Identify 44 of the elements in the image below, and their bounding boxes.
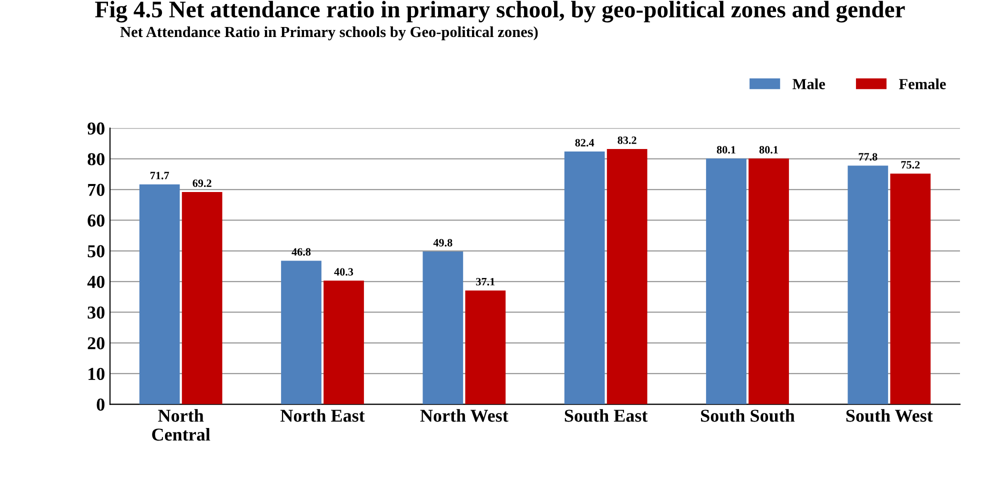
x-tick-label: South West xyxy=(846,409,933,422)
y-tick-label: 70 xyxy=(88,184,104,196)
bar xyxy=(848,166,888,404)
data-label: 80.1 xyxy=(759,146,778,154)
bar xyxy=(182,192,222,404)
data-label: 37.1 xyxy=(476,278,495,286)
bar xyxy=(281,260,322,404)
bar xyxy=(564,151,605,404)
data-label: 69.2 xyxy=(192,179,212,187)
x-tick-label: South East xyxy=(564,409,648,422)
x-tick-label: North Central xyxy=(152,409,210,441)
bar xyxy=(606,149,648,404)
data-label: 49.8 xyxy=(433,238,452,247)
x-tick-label: North West xyxy=(420,409,508,422)
data-label: 82.4 xyxy=(575,138,594,147)
x-tick-label: North East xyxy=(280,409,365,422)
data-label: 77.8 xyxy=(858,153,878,161)
y-tick-label: 90 xyxy=(88,122,104,135)
chart-title: Fig 4.5 Net attendance ratio in primary school, by geo-political zones and gender xyxy=(95,0,905,22)
y-tick-label: 60 xyxy=(88,214,104,227)
bar xyxy=(890,174,931,404)
data-label: 71.7 xyxy=(150,172,170,180)
data-label: 83.2 xyxy=(618,136,636,144)
y-tick-label: 30 xyxy=(88,306,104,319)
chart-subtitle: Net Attendance Ratio in Primary schools by Geo-political zones) xyxy=(120,26,538,40)
bar xyxy=(465,290,506,404)
y-tick-label: 80 xyxy=(88,153,104,166)
bar xyxy=(324,280,364,404)
legend-label: Female xyxy=(899,78,946,90)
y-tick-label: 0 xyxy=(96,398,104,411)
data-label: 46.8 xyxy=(292,248,311,256)
y-tick-label: 50 xyxy=(88,245,104,258)
data-label: 40.3 xyxy=(334,268,354,276)
bar xyxy=(422,251,464,404)
bar xyxy=(139,184,180,404)
data-label: 80.1 xyxy=(716,146,736,154)
bar xyxy=(706,158,746,404)
data-label: 75.2 xyxy=(901,161,920,169)
y-tick-label: 40 xyxy=(87,276,104,288)
y-tick-label: 10 xyxy=(88,368,104,380)
y-tick-label: 20 xyxy=(88,337,104,350)
bar xyxy=(748,158,789,404)
legend-label: Male xyxy=(792,78,826,90)
x-tick-label: South South xyxy=(701,409,795,422)
